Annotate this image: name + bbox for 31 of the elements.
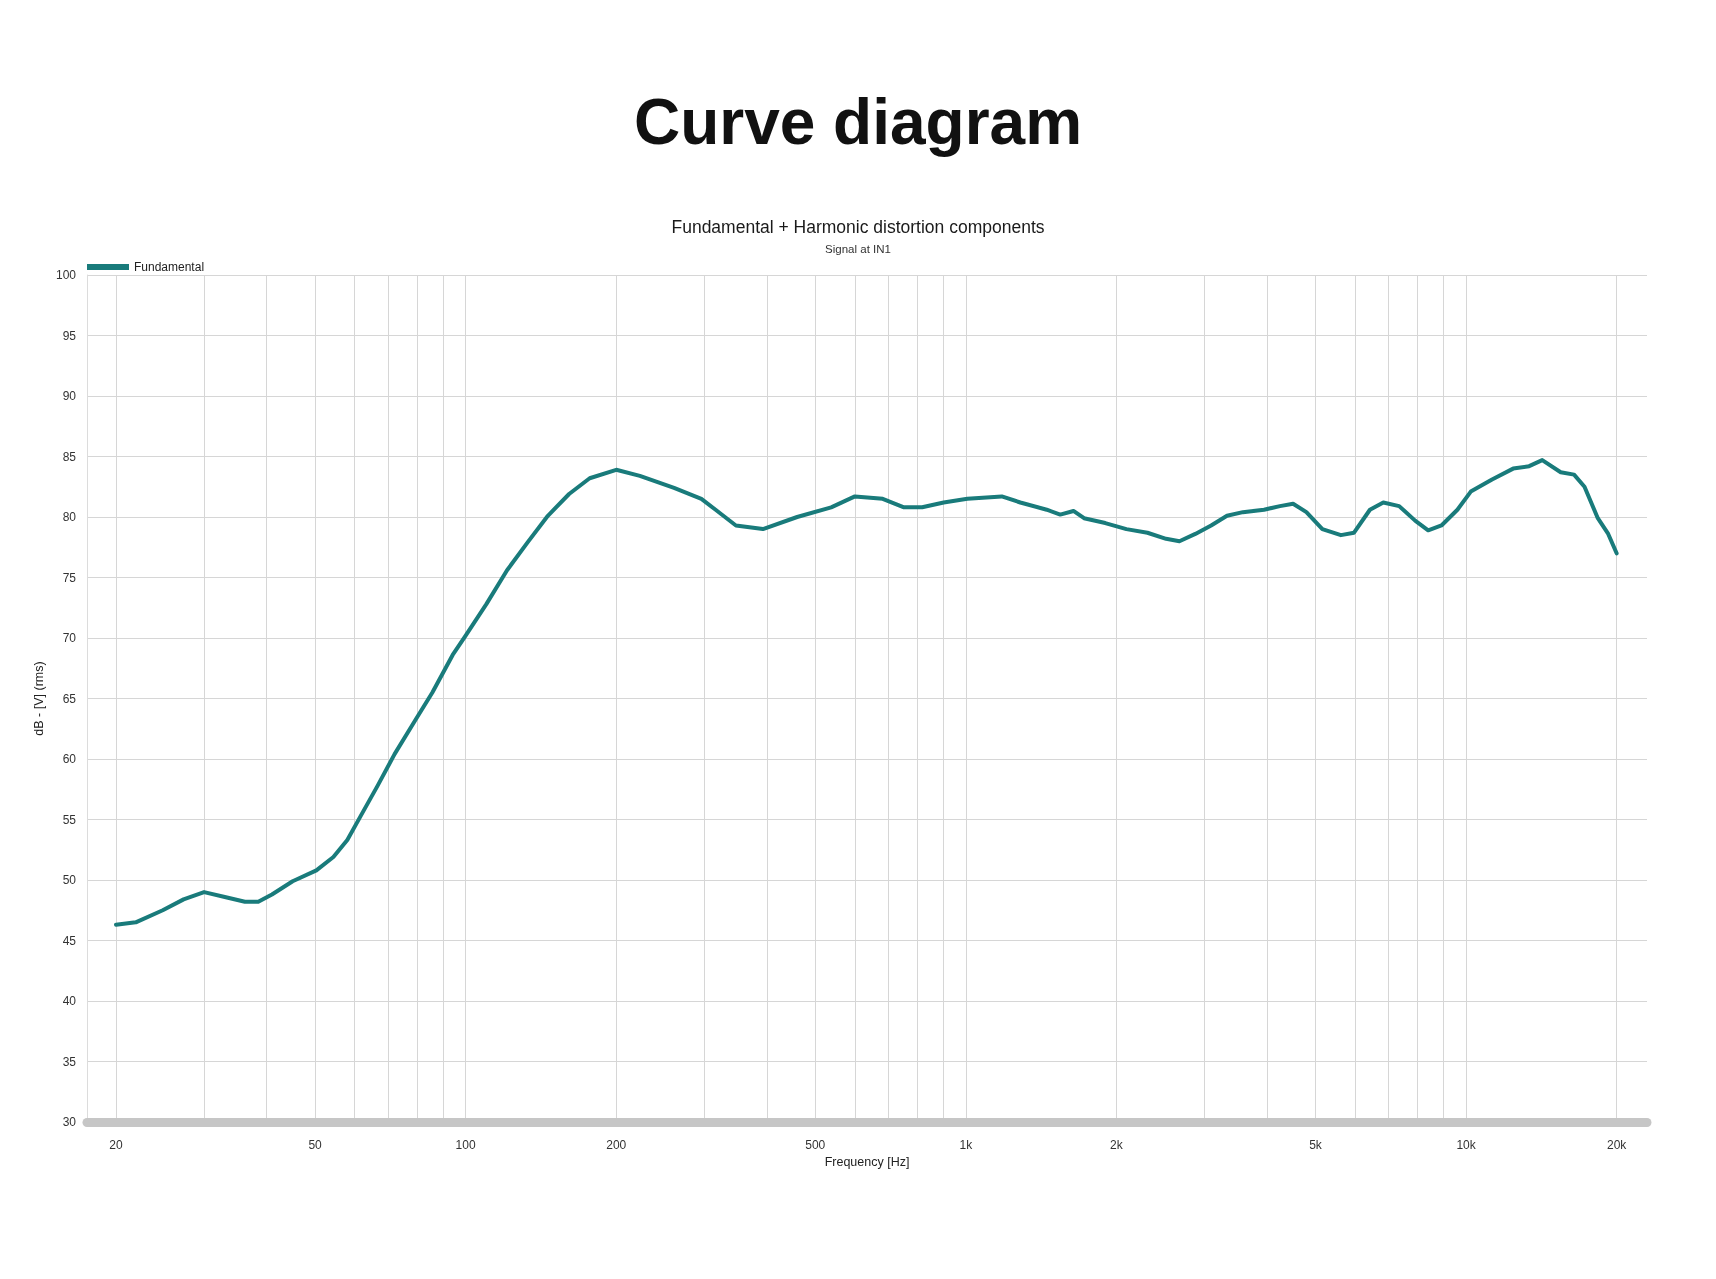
legend-label: Fundamental	[134, 260, 205, 274]
y-tick-label: 75	[62, 570, 77, 585]
x-tick-label: 500	[805, 1138, 826, 1152]
y-tick-label: 45	[62, 933, 77, 948]
y-axis-title: dB - [V] (rms)	[31, 661, 46, 736]
y-tick-label: 60	[62, 752, 77, 766]
x-tick-label: 2k	[1110, 1138, 1124, 1152]
x-tick-label: 1k	[959, 1138, 974, 1152]
text: Signal at IN1	[825, 243, 891, 255]
y-tick-label: 100	[55, 268, 77, 282]
chart-title: Curve diagram	[633, 86, 1083, 158]
y-tick-label: 80	[62, 510, 77, 524]
y-tick-label: 65	[62, 691, 77, 706]
x-tick-label: 5k	[1309, 1138, 1323, 1152]
y-tick-label: 90	[62, 389, 77, 403]
y-tick-label: 35	[62, 1054, 77, 1069]
x-tick-label: 20	[109, 1138, 123, 1152]
x-tick-label: 100	[455, 1138, 476, 1152]
chart-subtitle: Fundamental + Harmonic distortion components	[671, 217, 1045, 237]
x-tick-label: 200	[606, 1138, 627, 1152]
x-tick-label: 50	[308, 1138, 323, 1152]
y-tick-label: 30	[62, 1115, 77, 1129]
y-tick-label: 95	[62, 328, 77, 343]
y-tick-label: 70	[62, 631, 77, 645]
y-tick-label: 50	[62, 873, 77, 887]
x-tick-label: 20k	[1606, 1138, 1628, 1152]
x-tick-label: 10k	[1456, 1138, 1477, 1152]
y-tick-label: 40	[62, 994, 77, 1008]
x-axis-title: Frequency [Hz]	[824, 1155, 910, 1170]
y-tick-label: 85	[62, 449, 77, 464]
y-tick-label: 55	[62, 812, 77, 827]
